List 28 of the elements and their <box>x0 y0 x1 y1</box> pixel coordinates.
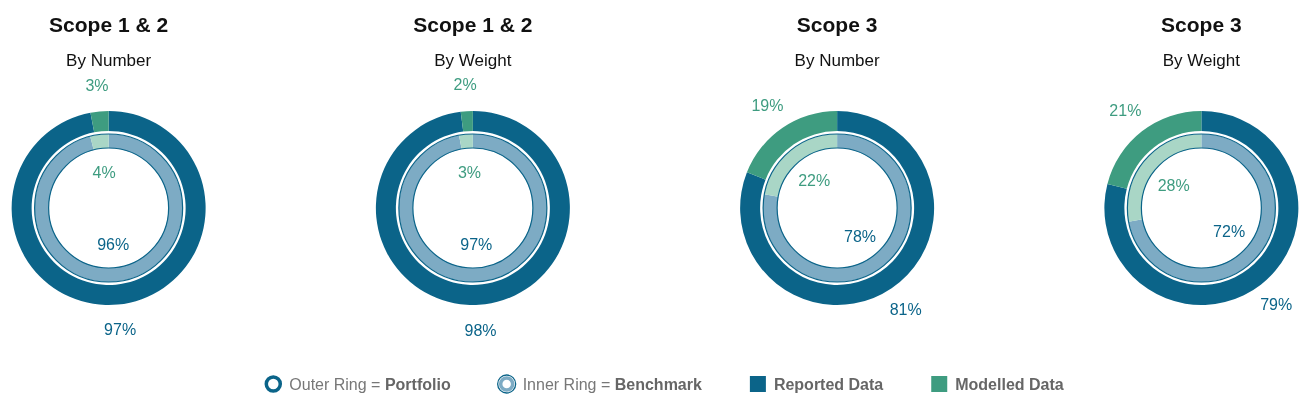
data-label: 4% <box>92 164 116 182</box>
data-label: 97% <box>104 321 137 339</box>
chart-title: Scope 1 & 2 <box>413 13 533 36</box>
chart-subtitle: By Number <box>66 51 152 70</box>
data-label: 28% <box>1157 177 1190 195</box>
data-label: 3% <box>85 76 109 94</box>
data-label: 3% <box>457 164 482 182</box>
data-label: 81% <box>889 300 922 318</box>
legend-label: Modelled Data <box>955 376 1064 393</box>
chart-subtitle: By Weight <box>434 51 512 70</box>
data-label: 22% <box>798 172 831 190</box>
data-label: 19% <box>751 97 784 115</box>
chart-title: Scope 3 <box>1161 13 1242 36</box>
data-label: 72% <box>1213 222 1246 240</box>
data-label: 97% <box>460 235 493 253</box>
legend-label: Outer Ring = Portfolio <box>289 376 451 393</box>
chart-title: Scope 3 <box>796 13 878 36</box>
data-label: 78% <box>844 227 877 245</box>
chart-title: Scope 1 & 2 <box>49 13 169 36</box>
legend-label: Reported Data <box>773 376 884 393</box>
data-label: 21% <box>1109 102 1142 120</box>
legend-label: Inner Ring = Benchmark <box>522 376 702 393</box>
data-label: 2% <box>453 76 477 94</box>
data-label: 98% <box>464 321 497 339</box>
chart-subtitle: By Weight <box>1162 51 1241 70</box>
data-label: 79% <box>1260 296 1293 314</box>
chart-subtitle: By Number <box>794 51 880 70</box>
data-label: 96% <box>97 235 130 253</box>
